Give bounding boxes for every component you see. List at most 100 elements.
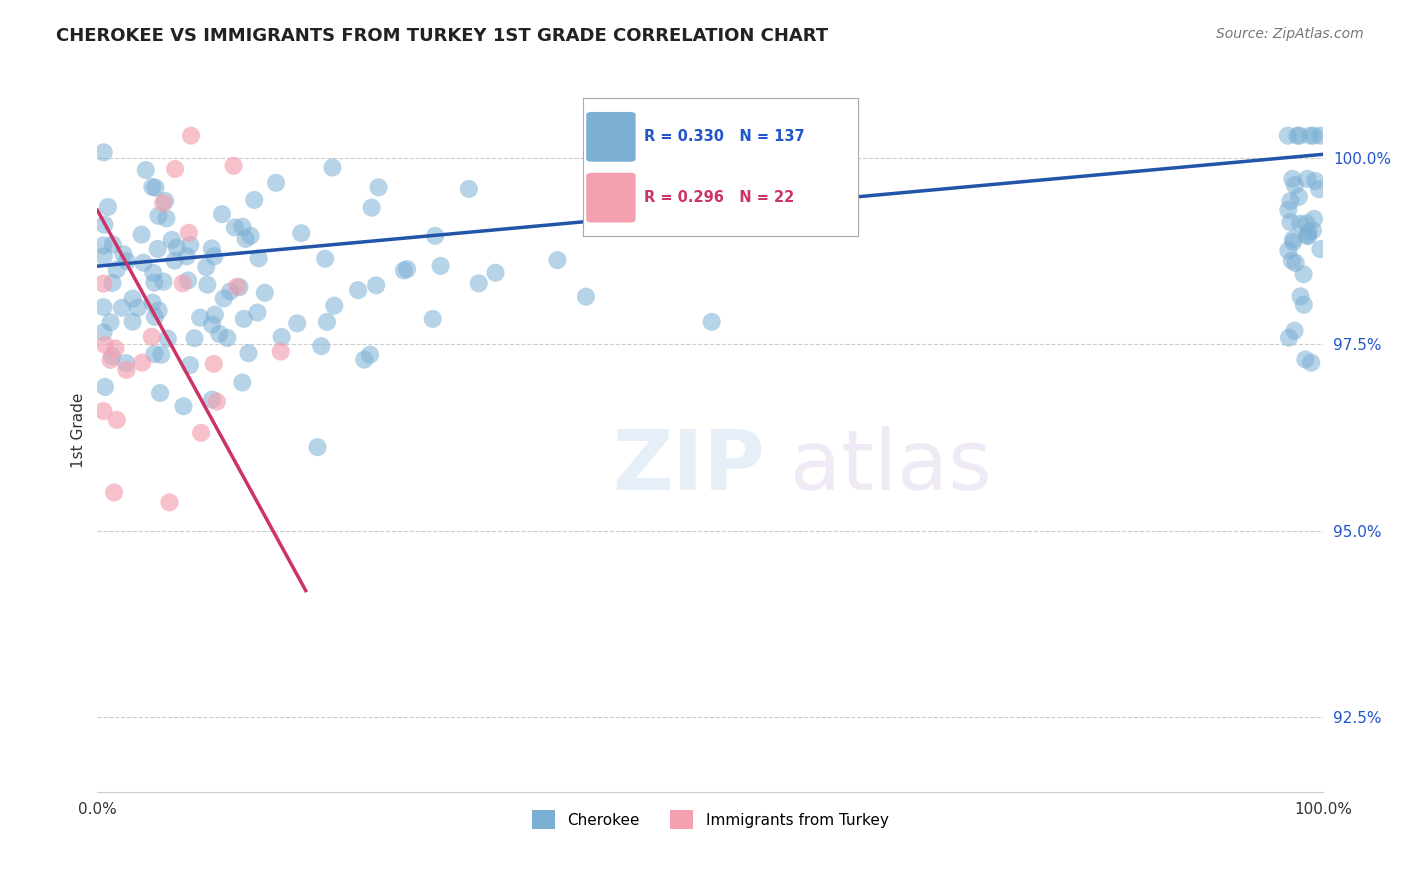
Point: [1284, 324, 1306, 338]
Point: [208, 326, 231, 341]
Point: [222, 159, 245, 173]
Point: [270, 344, 292, 359]
Point: [211, 207, 233, 221]
Point: [115, 363, 138, 377]
Point: [1292, 267, 1315, 281]
Point: [323, 299, 346, 313]
Legend: Cherokee, Immigrants from Turkey: Cherokee, Immigrants from Turkey: [526, 804, 894, 835]
Point: [231, 376, 253, 390]
Point: [226, 279, 249, 293]
Point: [100, 315, 122, 329]
Point: [105, 413, 128, 427]
Point: [93, 218, 115, 232]
Point: [177, 226, 200, 240]
Point: [176, 249, 198, 263]
Point: [1278, 331, 1301, 345]
Point: [688, 200, 710, 214]
Point: [93, 277, 115, 291]
Point: [150, 348, 173, 362]
Point: [142, 295, 165, 310]
Point: [190, 425, 212, 440]
Point: [163, 253, 186, 268]
Point: [1298, 225, 1320, 239]
Point: [101, 276, 124, 290]
Point: [201, 392, 224, 407]
Point: [270, 330, 292, 344]
Point: [111, 301, 134, 315]
Point: [1288, 128, 1310, 143]
Point: [484, 266, 506, 280]
Point: [290, 226, 312, 240]
Point: [143, 276, 166, 290]
Point: [1279, 215, 1302, 229]
Point: [1281, 253, 1303, 268]
Point: [115, 254, 138, 268]
Point: [141, 180, 163, 194]
Point: [127, 301, 149, 315]
Point: [1303, 174, 1326, 188]
Point: [180, 128, 202, 143]
Point: [264, 176, 287, 190]
Point: [172, 277, 194, 291]
Point: [101, 349, 124, 363]
Point: [115, 356, 138, 370]
Point: [700, 315, 723, 329]
Point: [575, 290, 598, 304]
Point: [93, 326, 115, 340]
Point: [152, 275, 174, 289]
Point: [100, 352, 122, 367]
Point: [135, 163, 157, 178]
Point: [179, 358, 201, 372]
Text: CHEROKEE VS IMMIGRANTS FROM TURKEY 1ST GRADE CORRELATION CHART: CHEROKEE VS IMMIGRANTS FROM TURKEY 1ST G…: [56, 27, 828, 45]
FancyBboxPatch shape: [586, 173, 636, 222]
Point: [1288, 190, 1310, 204]
Point: [201, 242, 224, 256]
Point: [148, 209, 170, 223]
Point: [131, 356, 153, 370]
Point: [235, 232, 257, 246]
Point: [243, 193, 266, 207]
Text: R = 0.330   N = 137: R = 0.330 N = 137: [644, 129, 804, 145]
Point: [148, 303, 170, 318]
Text: R = 0.296   N = 22: R = 0.296 N = 22: [644, 190, 794, 205]
Point: [202, 357, 225, 371]
Point: [1303, 211, 1326, 226]
Point: [93, 300, 115, 314]
Point: [786, 173, 808, 187]
Point: [253, 285, 276, 300]
Point: [1281, 171, 1303, 186]
Point: [219, 285, 242, 299]
Point: [1299, 128, 1322, 143]
Point: [159, 495, 181, 509]
Point: [179, 238, 201, 252]
Point: [183, 331, 205, 345]
Point: [429, 259, 451, 273]
Point: [195, 260, 218, 274]
Point: [238, 346, 260, 360]
Point: [423, 228, 446, 243]
Point: [112, 247, 135, 261]
Point: [232, 311, 254, 326]
Point: [1289, 289, 1312, 303]
Point: [422, 312, 444, 326]
Point: [143, 310, 166, 324]
Point: [1296, 229, 1319, 244]
Point: [141, 330, 163, 344]
Point: [546, 253, 568, 268]
Point: [1309, 242, 1331, 256]
Point: [1308, 182, 1330, 196]
Point: [146, 242, 169, 256]
Point: [1277, 128, 1299, 143]
Point: [165, 161, 187, 176]
Point: [467, 277, 489, 291]
Point: [142, 266, 165, 280]
Point: [121, 315, 143, 329]
Point: [93, 238, 115, 252]
Point: [131, 227, 153, 242]
Point: [316, 315, 339, 329]
Point: [205, 394, 228, 409]
Point: [311, 339, 333, 353]
Point: [396, 262, 419, 277]
Point: [285, 316, 308, 330]
Point: [1296, 171, 1319, 186]
